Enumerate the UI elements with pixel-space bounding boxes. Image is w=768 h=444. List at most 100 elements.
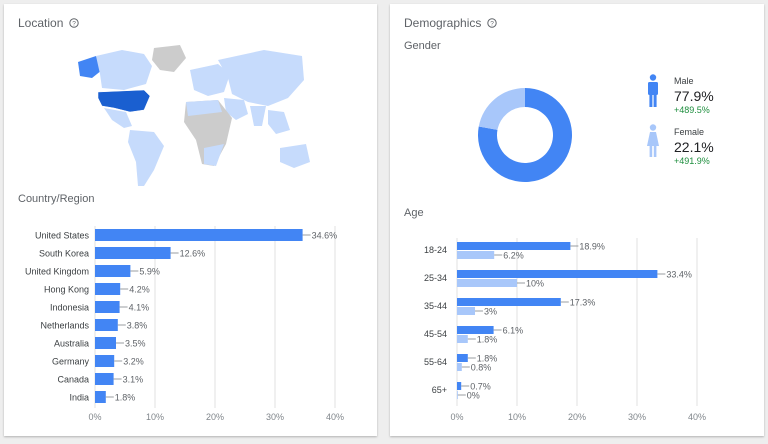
age-bar	[457, 270, 658, 278]
x-tick-label: 30%	[266, 412, 284, 422]
age-bar	[457, 242, 571, 250]
map-usa	[97, 89, 151, 113]
country-value-label: 5.9%	[139, 267, 160, 277]
country-category-label: United Kingdom	[25, 267, 89, 277]
x-tick-label: 0%	[450, 412, 463, 422]
age-bar	[457, 335, 468, 343]
x-tick-label: 20%	[206, 412, 224, 422]
map-canada	[96, 50, 152, 90]
gender-female-value: 22.1%	[674, 139, 714, 155]
country-category-label: Germany	[52, 357, 90, 367]
country-bar	[95, 229, 303, 241]
country-category-label: South Korea	[39, 249, 89, 259]
age-bar	[457, 363, 462, 371]
country-bar	[95, 391, 106, 403]
country-category-label: Indonesia	[50, 303, 89, 313]
age-value-label: 0.8%	[471, 363, 492, 373]
country-category-label: Canada	[57, 375, 89, 385]
x-tick-label: 30%	[628, 412, 646, 422]
gender-section-label: Gender	[404, 40, 441, 52]
help-circle-icon[interactable]: ?	[69, 18, 80, 28]
female-person-icon	[647, 124, 659, 157]
country-bar	[95, 355, 115, 367]
age-category-label: 65+	[432, 385, 447, 395]
x-tick-label: 20%	[568, 412, 586, 422]
map-south-america	[128, 130, 164, 186]
country-value-label: 3.8%	[127, 321, 148, 331]
map-se-asia	[268, 110, 290, 134]
age-bar	[457, 279, 517, 287]
age-value-label: 6.2%	[503, 251, 524, 261]
gender-legend-male: Male 77.9% +489.5%	[674, 76, 714, 115]
age-category-label: 55-64	[424, 357, 447, 367]
country-category-label: India	[69, 393, 89, 403]
svg-text:?: ?	[491, 20, 495, 27]
map-india	[250, 106, 266, 126]
country-value-label: 12.6%	[180, 249, 206, 259]
age-bar	[457, 382, 462, 390]
x-tick-label: 0%	[88, 412, 101, 422]
country-bar	[95, 265, 131, 277]
country-category-label: Australia	[54, 339, 89, 349]
age-value-label: 1.8%	[477, 335, 498, 345]
country-bar	[95, 283, 121, 295]
age-bar	[457, 391, 458, 399]
gender-male-label: Male	[674, 76, 694, 86]
svg-text:?: ?	[73, 20, 77, 27]
age-bar	[457, 354, 468, 362]
map-greenland	[152, 45, 186, 72]
gender-male-change: +489.5%	[674, 105, 710, 115]
gender-slice-female	[478, 88, 525, 130]
age-bar	[457, 326, 494, 334]
country-bar	[95, 337, 116, 349]
country-bar	[95, 319, 118, 331]
age-value-label: 0%	[467, 391, 480, 401]
country-bar-chart: 0% 10% 20% 30% 40% United States 34.6% South Ko…	[25, 226, 344, 422]
country-value-label: 34.6%	[312, 231, 338, 241]
age-category-label: 45-54	[424, 329, 447, 339]
country-category-label: United States	[35, 231, 90, 241]
map-southern-africa	[204, 144, 224, 166]
country-bar	[95, 301, 120, 313]
age-value-label: 33.4%	[666, 270, 692, 280]
x-tick-label: 10%	[508, 412, 526, 422]
map-middle-east	[224, 98, 248, 120]
age-bar	[457, 251, 495, 259]
male-person-icon	[648, 74, 658, 107]
gender-slice-male	[478, 88, 572, 182]
demographics-card: Demographics ? Gender Male 77.9% +489.5%…	[390, 4, 764, 436]
demographics-title: Demographics ?	[404, 16, 498, 30]
country-value-label: 1.8%	[115, 393, 136, 403]
age-value-label: 1.8%	[477, 354, 498, 364]
age-value-label: 3%	[484, 307, 497, 317]
country-bar	[95, 373, 114, 385]
age-bar-chart: 0% 10% 20% 30% 40% 18-24 18.9% 6.2% 25-34 33.4% 10…	[424, 238, 706, 422]
map-asia	[218, 50, 304, 106]
country-category-label: Hong Kong	[44, 285, 89, 295]
age-category-label: 25-34	[424, 273, 447, 283]
country-value-label: 3.1%	[123, 375, 144, 385]
x-tick-label: 10%	[146, 412, 164, 422]
age-value-label: 6.1%	[503, 326, 524, 336]
age-value-label: 10%	[526, 279, 544, 289]
country-value-label: 4.2%	[129, 285, 150, 295]
help-circle-icon[interactable]: ?	[487, 18, 498, 28]
gender-female-label: Female	[674, 127, 705, 137]
map-africa-north	[186, 100, 222, 116]
map-australia	[280, 144, 310, 168]
gender-male-value: 77.9%	[674, 88, 714, 104]
age-category-label: 18-24	[424, 245, 447, 255]
country-bar	[95, 247, 171, 259]
age-value-label: 17.3%	[570, 298, 596, 308]
country-value-label: 3.5%	[125, 339, 146, 349]
x-tick-label: 40%	[326, 412, 344, 422]
country-value-label: 3.2%	[123, 357, 144, 367]
country-section-label: Country/Region	[18, 193, 95, 205]
age-bar	[457, 298, 561, 306]
map-land	[78, 45, 310, 186]
map-alaska	[78, 56, 102, 78]
location-title: Location ?	[18, 16, 80, 30]
gender-donut-chart	[478, 88, 572, 182]
age-section-label: Age	[404, 207, 424, 219]
world-map[interactable]	[4, 40, 377, 190]
